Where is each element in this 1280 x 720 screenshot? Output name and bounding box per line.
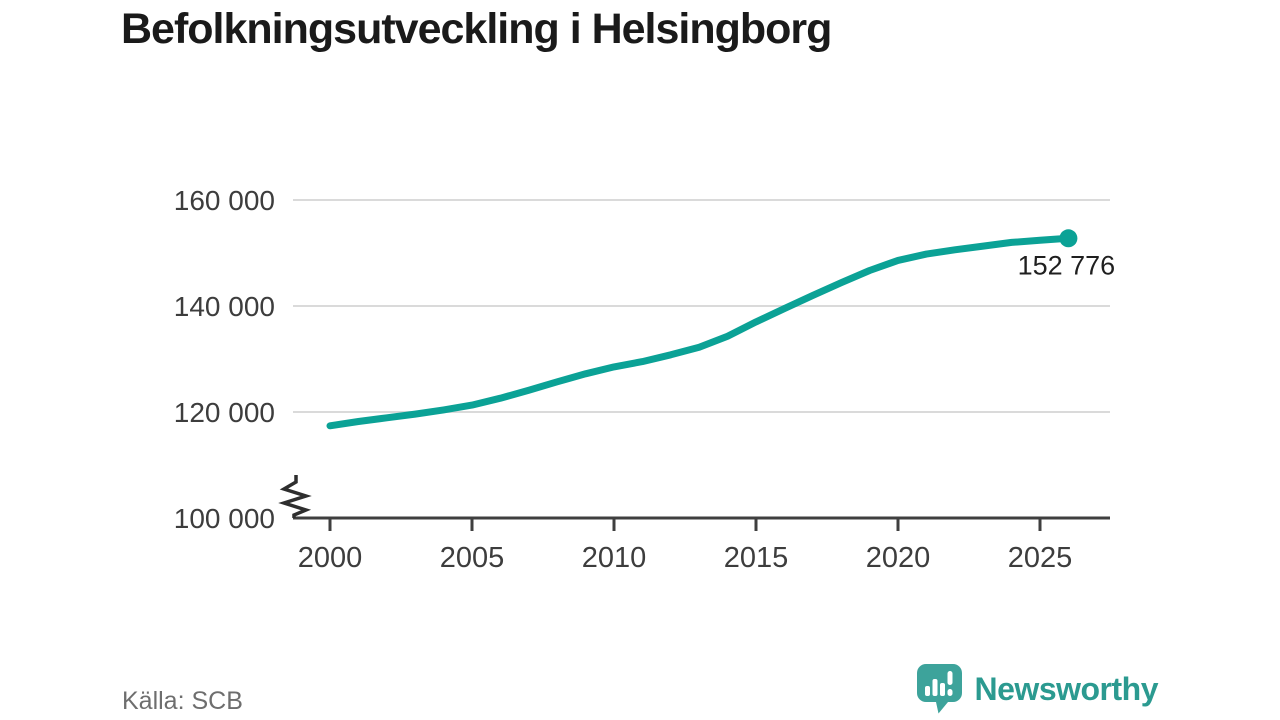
- source-caption: Källa: SCB: [122, 687, 243, 715]
- x-tick-label: 2020: [866, 542, 931, 574]
- axis-break-zigzag-icon: [278, 475, 312, 518]
- y-tick-label: 160 000: [174, 185, 275, 216]
- chart-title: Befolkningsutveckling i Helsingborg: [121, 5, 832, 53]
- newsworthy-branding: Newsworthy: [916, 664, 1159, 714]
- y-tick-label: 100 000: [174, 503, 275, 534]
- end-point-value-label: 152 776: [1018, 250, 1116, 280]
- logo-bubble-shape: [916, 664, 962, 714]
- x-tick-label: 2015: [724, 542, 789, 574]
- end-point-dot: [1059, 229, 1078, 248]
- x-tick-label: 2025: [1008, 542, 1073, 574]
- newsworthy-logo-text: Newsworthy: [974, 671, 1159, 707]
- x-tick-label: 2010: [582, 542, 647, 574]
- population-line: [326, 234, 1072, 430]
- x-tick-label: 2000: [298, 542, 363, 574]
- y-tick-label: 120 000: [174, 397, 275, 428]
- newsworthy-logo-icon: [916, 664, 962, 714]
- logo-bar-chart-glyph: [924, 671, 953, 696]
- x-tick-label: 2005: [440, 542, 505, 574]
- y-tick-label: 140 000: [174, 291, 275, 322]
